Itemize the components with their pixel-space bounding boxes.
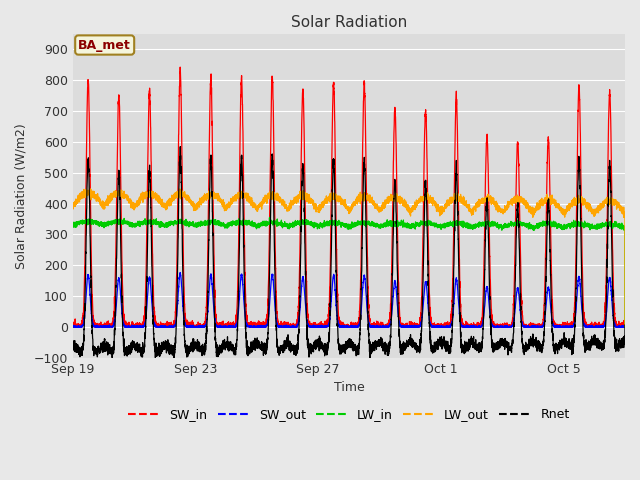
Title: Solar Radiation: Solar Radiation: [291, 15, 407, 30]
SW_in: [621, 324, 629, 330]
Line: SW_out: SW_out: [73, 273, 625, 327]
LW_in: [254, 221, 262, 227]
SW_out: [621, 324, 629, 330]
SW_out: [397, 323, 405, 329]
LW_in: [92, 219, 99, 225]
SW_out: [70, 324, 77, 330]
Rnet: [170, 355, 178, 361]
Rnet: [254, 345, 262, 351]
SW_in: [171, 318, 179, 324]
SW_out: [92, 324, 99, 330]
SW_in: [177, 64, 184, 70]
LW_in: [397, 217, 405, 223]
SW_out: [171, 323, 179, 329]
LW_in: [615, 222, 623, 228]
Rnet: [621, 322, 629, 328]
SW_out: [254, 324, 262, 329]
LW_out: [397, 196, 405, 202]
LW_out: [69, 204, 77, 210]
LW_out: [171, 193, 179, 199]
Y-axis label: Solar Radiation (W/m2): Solar Radiation (W/m2): [15, 123, 28, 269]
SW_in: [92, 320, 99, 326]
LW_in: [171, 219, 179, 225]
Rnet: [92, 344, 99, 350]
Legend: SW_in, SW_out, LW_in, LW_out, Rnet: SW_in, SW_out, LW_in, LW_out, Rnet: [124, 403, 575, 426]
SW_in: [168, 324, 175, 329]
SW_in: [397, 324, 405, 330]
Rnet: [397, 347, 405, 353]
Rnet: [615, 343, 623, 349]
SW_in: [254, 324, 262, 330]
SW_out: [177, 270, 184, 276]
LW_out: [86, 186, 93, 192]
SW_out: [69, 324, 77, 329]
LW_out: [92, 192, 99, 198]
SW_out: [168, 324, 175, 330]
LW_in: [168, 219, 175, 225]
Line: Rnet: Rnet: [73, 147, 625, 358]
LW_out: [615, 203, 623, 209]
LW_out: [254, 205, 262, 211]
LW_in: [69, 224, 77, 229]
LW_in: [621, 324, 629, 330]
LW_out: [621, 324, 629, 330]
Line: LW_out: LW_out: [73, 189, 625, 327]
SW_out: [615, 324, 623, 330]
Rnet: [171, 346, 179, 351]
Rnet: [177, 144, 184, 150]
LW_in: [266, 215, 273, 221]
SW_in: [69, 324, 77, 330]
X-axis label: Time: Time: [333, 381, 364, 394]
SW_in: [615, 318, 623, 324]
Text: BA_met: BA_met: [78, 38, 131, 51]
Line: SW_in: SW_in: [73, 67, 625, 327]
Line: LW_in: LW_in: [73, 218, 625, 327]
Rnet: [69, 344, 77, 349]
LW_out: [168, 199, 175, 205]
Rnet: [168, 345, 175, 351]
